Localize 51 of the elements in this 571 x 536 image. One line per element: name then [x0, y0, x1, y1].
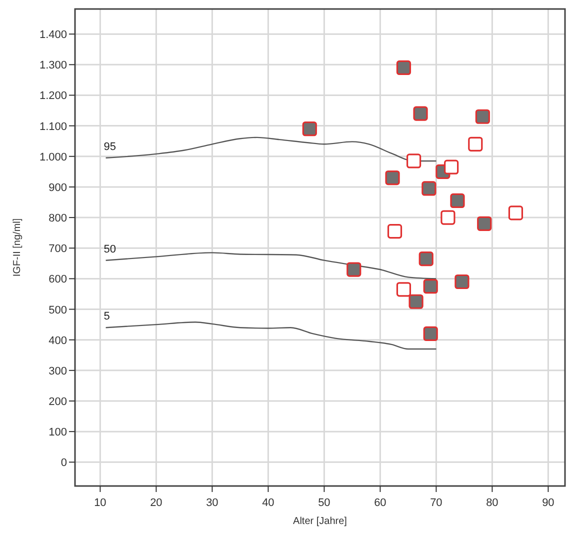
series-label: 5 [104, 310, 110, 323]
point [413, 106, 428, 121]
y-tick-label: 0 [60, 457, 67, 470]
x-tick-label: 50 [318, 497, 330, 509]
y-tick-label: 900 [48, 182, 67, 194]
y-tick-label: 1.400 [39, 29, 67, 42]
x-tick-label: 40 [262, 497, 274, 509]
y-tick-label: 1.000 [39, 151, 67, 164]
point [406, 154, 422, 168]
point [387, 224, 402, 239]
x-tick-label: 70 [430, 497, 442, 509]
y-axis-title: IGF-II [ng/ml] [12, 218, 23, 277]
point [475, 109, 490, 124]
y-tick-label: 500 [48, 304, 67, 316]
point [346, 262, 362, 277]
y-tick-label: 1.300 [39, 60, 67, 72]
point [302, 122, 317, 136]
point [396, 282, 412, 297]
point [468, 136, 483, 152]
x-tick-label: 20 [150, 497, 162, 509]
y-tick-label: 1.100 [39, 120, 67, 133]
y-tick-label: 1.200 [39, 90, 67, 102]
line-series [105, 322, 437, 350]
x-axis-title: Alter [Jahre] [293, 516, 348, 527]
x-tick-label: 60 [374, 497, 386, 509]
point [423, 326, 438, 342]
x-tick-label: 10 [94, 497, 106, 509]
y-tick-label: 800 [48, 212, 67, 225]
y-tick-label: 200 [48, 396, 67, 408]
series-label: 95 [104, 140, 116, 153]
point [508, 206, 524, 220]
x-tick-label: 90 [542, 497, 554, 509]
point [385, 170, 400, 186]
point [423, 279, 438, 294]
point [450, 193, 465, 208]
y-tick-label: 700 [48, 243, 67, 256]
x-tick-label: 80 [486, 497, 498, 509]
point [396, 60, 412, 76]
point [477, 216, 492, 231]
point [444, 160, 459, 174]
y-tick-label: 600 [48, 274, 67, 286]
series-label: 50 [104, 243, 116, 256]
point [418, 252, 434, 266]
point [454, 274, 470, 290]
point [440, 210, 456, 225]
x-tick-label: 30 [206, 497, 218, 509]
point [408, 294, 424, 309]
y-tick-label: 400 [48, 334, 67, 347]
y-tick-label: 100 [48, 426, 67, 439]
y-tick-label: 300 [48, 365, 67, 378]
point [422, 181, 436, 196]
